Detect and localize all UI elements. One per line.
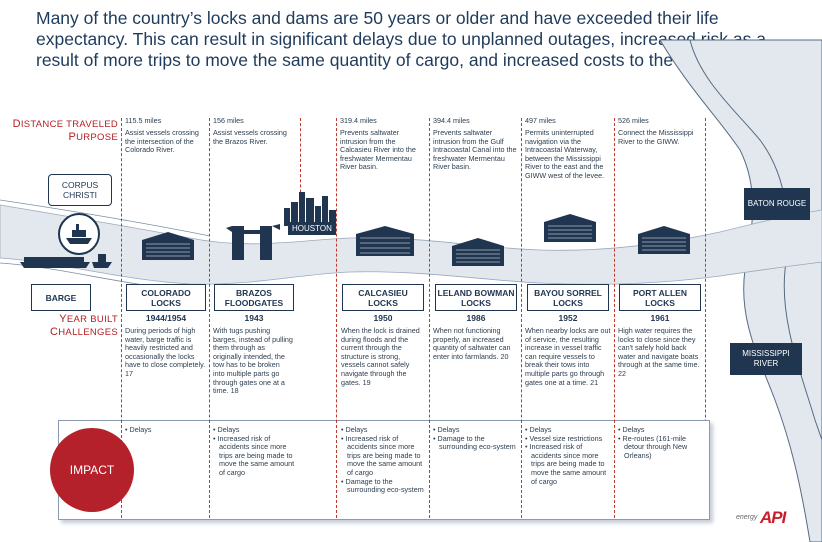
impact-list: • Delays — [125, 425, 205, 435]
distance-value: 394.4 miles — [433, 116, 470, 125]
impact-item: • Damage to the surrounding eco-system — [433, 433, 516, 452]
houston-skyline-icon — [284, 192, 336, 226]
purpose-text: Prevents saltwater intrusion from the Gu… — [433, 128, 517, 172]
column-divider — [614, 118, 615, 518]
corpus-christi-label: CORPUS CHRISTI — [48, 174, 112, 206]
distance-value: 526 miles — [618, 116, 649, 125]
calcasieu-locks-name: CALCASIEU LOCKS — [342, 284, 424, 311]
column-divider — [705, 118, 706, 518]
port-allen-locks-icon — [638, 226, 690, 254]
impact-circle: IMPACT — [50, 428, 134, 512]
impact-item: • Re-routes (161-mile detour through New… — [618, 433, 688, 460]
port-allen-locks-name: PORT ALLEN LOCKS — [619, 284, 701, 311]
leland-bowman-locks-icon — [452, 238, 504, 266]
logo-prefix: energy — [736, 514, 758, 521]
column-divider — [521, 118, 522, 518]
column-divider — [429, 420, 430, 518]
column-divider — [614, 420, 615, 518]
impact-list: • Delays • Re-routes (161-mile detour th… — [618, 425, 702, 460]
year-built: 1950 — [373, 313, 393, 323]
impact-list: • Delays • Damage to the surrounding eco… — [433, 425, 517, 452]
colorado-locks-icon — [142, 232, 194, 260]
impact-item: • Delays — [525, 425, 552, 434]
impact-item: • Delays — [341, 425, 368, 434]
bayou-sorrel-locks-icon — [544, 214, 596, 242]
column-divider — [209, 118, 210, 518]
bayou-sorrel-locks-name: BAYOU SORREL LOCKS — [527, 284, 609, 311]
distance-value: 497 miles — [525, 116, 556, 125]
purpose-text: Connect the Mississippi River to the GIW… — [618, 128, 694, 146]
impact-item: • Vessel size restrictions — [525, 433, 603, 443]
challenge-text: With tugs pushing barges, instead of pul… — [213, 326, 293, 396]
impact-list: • Delays • Increased risk of accidents s… — [341, 425, 425, 495]
baton-rouge-label: BATON ROUGE — [744, 188, 810, 220]
barge-icon — [20, 254, 112, 268]
challenge-text: During periods of high water, barge traf… — [125, 326, 206, 378]
challenge-text: High water requires the locks to close s… — [618, 326, 700, 378]
purpose-text: Permits uninterrupted navigation via the… — [525, 128, 605, 180]
headline-text: Many of the country’s locks and dams are… — [36, 8, 793, 70]
impact-item: • Delays — [125, 425, 152, 434]
impact-list: • Delays • Vessel size restrictions • In… — [525, 425, 611, 486]
impact-item: • Delays — [618, 425, 645, 434]
impact-item: • Increased risk of accidents since more… — [341, 433, 423, 477]
api-logo: energy API — [736, 508, 816, 532]
year-built: 1943 — [244, 313, 264, 323]
impact-list: • Delays • Increased risk of accidents s… — [213, 425, 297, 478]
distance-value: 156 miles — [213, 116, 244, 125]
distance-traveled-label: DISTANCE TRAVELED — [12, 118, 118, 130]
mississippi-river-label: MISSISSIPPI RIVER — [730, 343, 802, 375]
column-divider — [209, 420, 210, 518]
distance-value: 115.5 miles — [125, 116, 162, 125]
barge-label: BARGE — [31, 284, 91, 311]
column-divider — [300, 118, 301, 218]
distance-value: 319.4 miles — [340, 116, 377, 125]
colorado-locks-name: COLORADO LOCKS — [126, 284, 206, 311]
impact-item: • Damage to the surrounding eco-system — [341, 476, 424, 495]
purpose-text: Prevents saltwater intrusion from the Ca… — [340, 128, 416, 172]
impact-item: • Delays — [213, 425, 240, 434]
houston-label: HOUSTON — [288, 222, 336, 235]
column-divider — [429, 118, 430, 518]
impact-panel — [58, 420, 710, 520]
year-built: 1986 — [466, 313, 486, 323]
corpus-christi-port-icon — [58, 213, 100, 255]
year-built-label: YEAR BUILT — [59, 313, 118, 325]
impact-item: • Delays — [433, 425, 460, 434]
column-divider — [336, 420, 337, 518]
purpose-text: Assist vessels crossing the intersection… — [125, 128, 199, 155]
calcasieu-locks-icon — [356, 226, 414, 256]
challenge-text: When nearby locks are out of service, th… — [525, 326, 611, 387]
column-divider — [121, 118, 122, 518]
year-built: 1944/1954 — [145, 313, 187, 323]
challenges-label: CHALLENGES — [50, 326, 118, 338]
impact-item: • Increased risk of accidents since more… — [213, 433, 295, 477]
brazos-floodgates-name: BRAZOS FLOODGATES — [214, 284, 294, 311]
leland-bowman-locks-name: LELAND BOWMAN LOCKS — [435, 284, 517, 311]
year-built: 1961 — [650, 313, 670, 323]
purpose-label: PURPOSE — [68, 131, 118, 143]
challenge-text: When not functioning properly, an increa… — [433, 326, 511, 361]
impact-item: • Increased risk of accidents since more… — [525, 442, 607, 486]
purpose-text: Assist vessels crossing the Brazos River… — [213, 128, 287, 146]
brazos-floodgates-icon — [226, 224, 280, 260]
logo-brand: API — [760, 508, 786, 527]
column-divider — [336, 118, 337, 518]
column-divider — [521, 420, 522, 518]
challenge-text: When the lock is drained during floods a… — [341, 326, 420, 387]
year-built: 1952 — [558, 313, 578, 323]
